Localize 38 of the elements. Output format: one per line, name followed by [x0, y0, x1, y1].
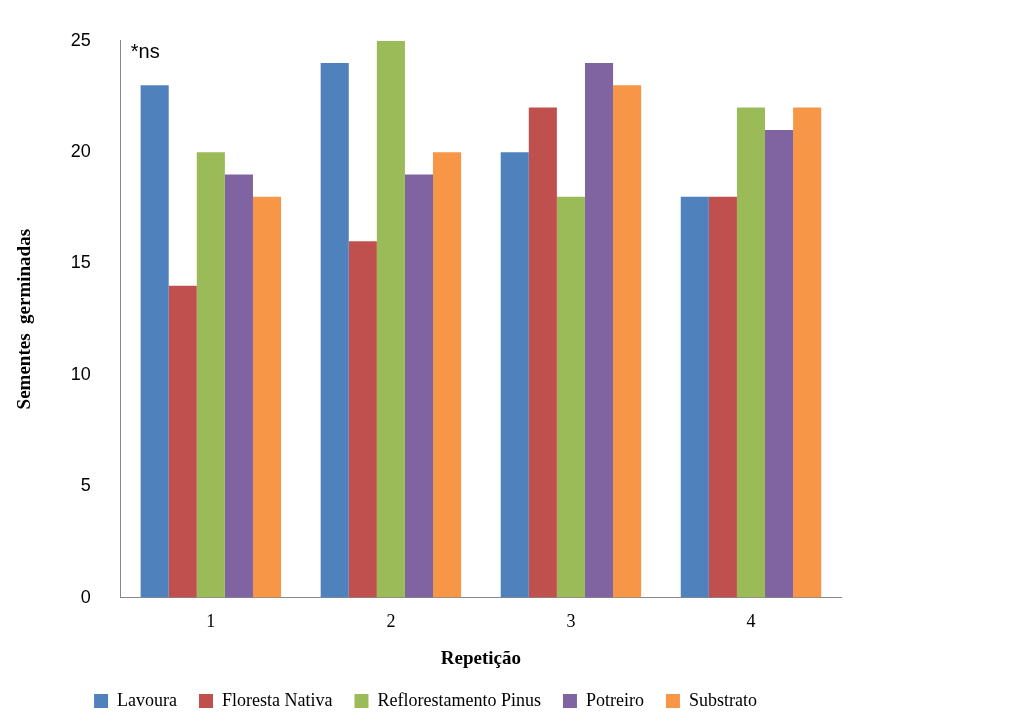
y-tick-label: 0: [80, 586, 91, 607]
y-tick-label: 20: [70, 141, 91, 162]
legend-label: Reflorestamento Pinus: [377, 689, 541, 710]
bar: [736, 107, 766, 598]
bar: [320, 63, 349, 598]
bar: [793, 107, 822, 598]
annotation: *ns: [130, 40, 160, 63]
y-tick-label: 15: [70, 252, 91, 273]
x-tick-label: 3: [566, 611, 576, 632]
legend-label: Lavoura: [117, 689, 178, 710]
bar: [680, 196, 709, 598]
x-axis-title: Repetição: [440, 646, 522, 668]
bar: [168, 285, 197, 598]
bar: [348, 241, 377, 598]
bar: [765, 129, 794, 598]
bar: [224, 174, 253, 598]
x-tick-label: 2: [386, 611, 396, 632]
y-tick-label: 10: [70, 363, 91, 384]
bar: [376, 40, 405, 598]
x-tick-label: 4: [746, 611, 756, 632]
bar: [708, 196, 737, 598]
y-axis-title: Sementes germinadas: [13, 228, 35, 410]
y-tick-label: 25: [70, 29, 91, 50]
bar: [252, 196, 282, 598]
legend-label: Potreiro: [585, 689, 644, 710]
legend-label: Substrato: [688, 689, 757, 710]
bar: [584, 63, 614, 598]
bar: [404, 174, 434, 598]
x-tick-label: 1: [206, 611, 216, 632]
bar: [500, 152, 529, 598]
bar: [433, 152, 462, 598]
bar: [613, 85, 642, 598]
bar: [140, 85, 169, 598]
y-tick-label: 5: [80, 475, 91, 496]
bar: [528, 107, 557, 598]
legend-label: Floresta Nativa: [222, 689, 333, 710]
bar: [196, 152, 225, 598]
bar: [556, 196, 585, 598]
